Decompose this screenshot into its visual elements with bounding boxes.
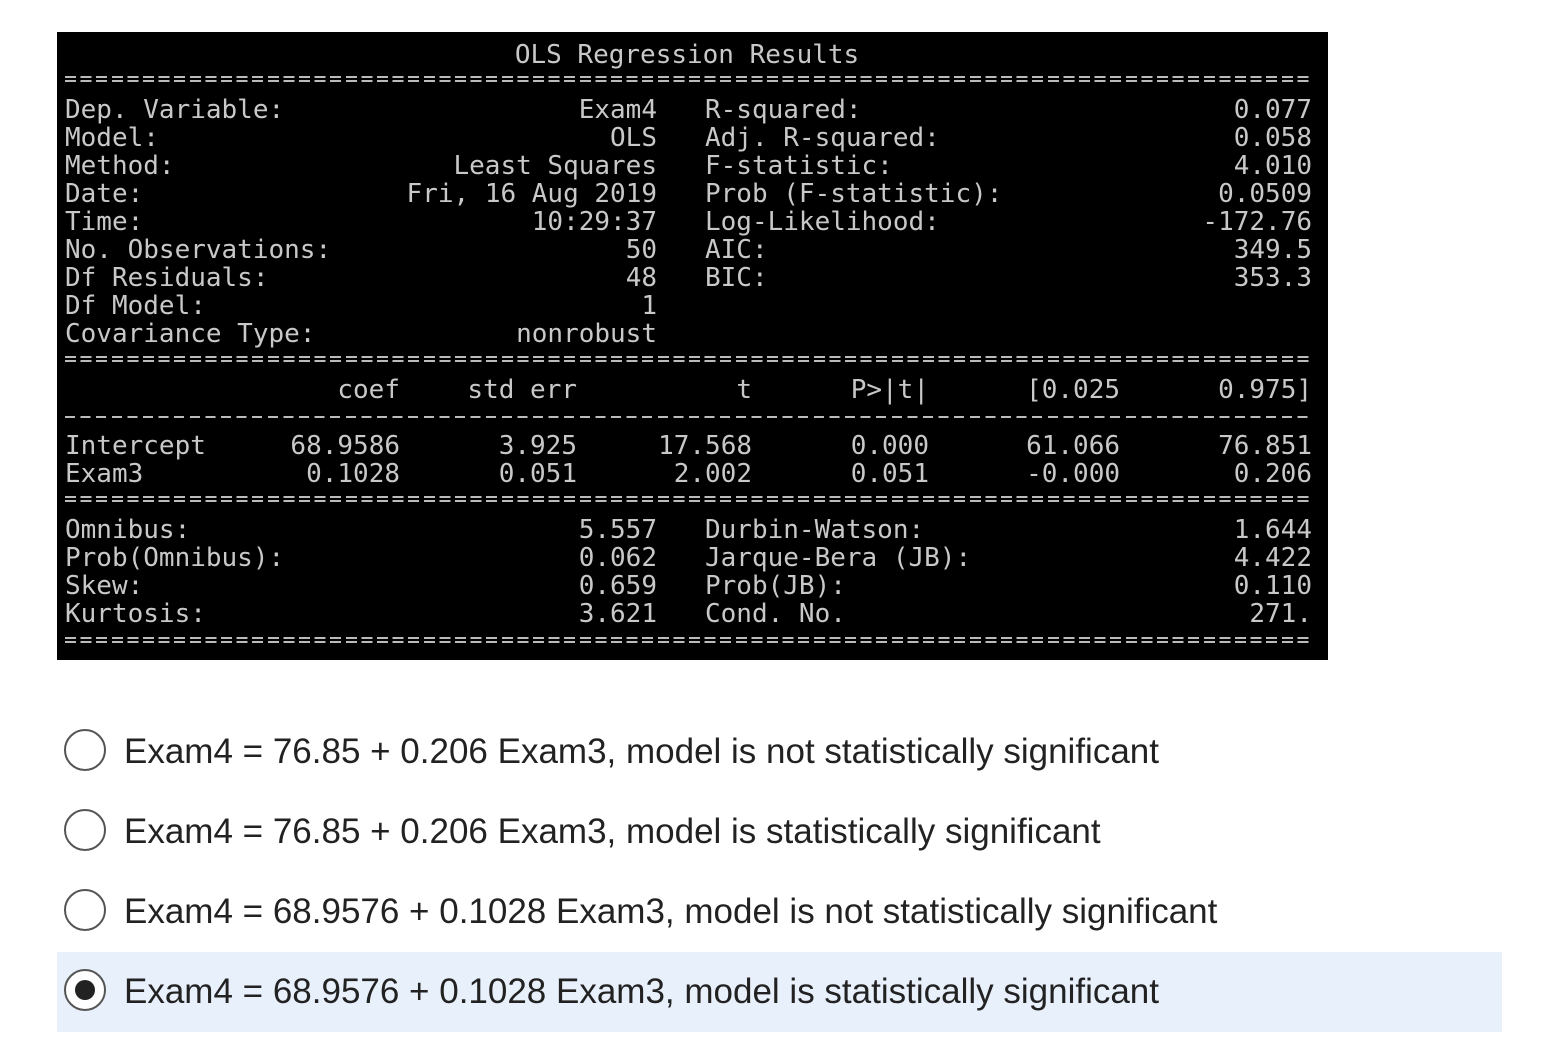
answer-option[interactable]: Exam4 = 76.85 + 0.206 Exam3, model is st… xyxy=(57,792,1502,872)
stat-value: Least Squares xyxy=(453,151,658,181)
column-header: P>|t| xyxy=(850,375,929,405)
radio-button[interactable] xyxy=(64,969,106,1011)
cell: 68.9586 xyxy=(290,431,400,461)
cell: 0.051 xyxy=(850,459,929,489)
stat-value: Exam4 xyxy=(578,95,657,125)
stat-label: BIC: xyxy=(705,263,768,293)
option-text[interactable]: Exam4 = 68.9576 + 0.1028 Exam3, model is… xyxy=(124,972,1159,1011)
stat-value: 1.644 xyxy=(1233,515,1312,545)
stat-value: 4.422 xyxy=(1233,543,1312,573)
stat-value: -172.76 xyxy=(1202,207,1312,237)
stat-label: R-squared: xyxy=(705,95,862,125)
option-text[interactable]: Exam4 = 68.9576 + 0.1028 Exam3, model is… xyxy=(124,892,1218,931)
stat-value: 271. xyxy=(1249,599,1312,629)
stat-value: 1 xyxy=(641,291,657,321)
stat-label: Prob(Omnibus): xyxy=(65,543,285,573)
stat-label: Df Residuals: xyxy=(65,263,269,293)
separator xyxy=(65,76,1312,82)
stat-label: Cond. No. xyxy=(705,599,846,629)
stat-label: Date: xyxy=(65,179,144,209)
stat-value: 3.621 xyxy=(578,599,657,629)
stat-label: Covariance Type: xyxy=(65,319,316,349)
stat-value: 4.010 xyxy=(1233,151,1312,181)
answer-option[interactable]: Exam4 = 68.9576 + 0.1028 Exam3, model is… xyxy=(57,952,1502,1032)
cell: -0.000 xyxy=(1026,459,1120,489)
option-text[interactable]: Exam4 = 76.85 + 0.206 Exam3, model is st… xyxy=(124,812,1101,851)
stat-label: Model: xyxy=(65,123,159,153)
row-label: Exam3 xyxy=(65,459,144,489)
stat-value: 349.5 xyxy=(1233,235,1312,265)
cell: 2.002 xyxy=(673,459,752,489)
radio-button[interactable] xyxy=(64,889,106,931)
stat-label: Method: xyxy=(65,151,175,181)
answer-option[interactable]: Exam4 = 68.9576 + 0.1028 Exam3, model is… xyxy=(57,872,1502,952)
stat-value: 48 xyxy=(625,263,657,293)
stat-label: Df Model: xyxy=(65,291,206,321)
stat-label: Prob(JB): xyxy=(705,571,846,601)
stat-value: Fri, 16 Aug 2019 xyxy=(406,179,657,209)
column-header: t xyxy=(736,375,752,405)
answer-option[interactable]: Exam4 = 76.85 + 0.206 Exam3, model is no… xyxy=(57,712,1502,792)
cell: 0.1028 xyxy=(306,459,400,489)
stat-value: nonrobust xyxy=(516,319,657,349)
cell: 0.051 xyxy=(498,459,577,489)
stat-value: 0.077 xyxy=(1233,95,1312,125)
separator xyxy=(65,637,1312,643)
option-text[interactable]: Exam4 = 76.85 + 0.206 Exam3, model is no… xyxy=(124,732,1159,771)
radio-button[interactable] xyxy=(64,809,106,851)
stat-label: F-statistic: xyxy=(705,151,893,181)
separator xyxy=(65,356,1312,362)
cell: 0.000 xyxy=(850,431,929,461)
stat-label: No. Observations: xyxy=(65,235,332,265)
stat-value: 0.659 xyxy=(578,571,657,601)
separator xyxy=(65,496,1312,502)
separator xyxy=(65,416,1312,418)
stat-label: Dep. Variable: xyxy=(65,95,285,125)
cell: 76.851 xyxy=(1218,431,1312,461)
cell: 17.568 xyxy=(658,431,752,461)
stat-label: Skew: xyxy=(65,571,144,601)
stat-value: 5.557 xyxy=(578,515,657,545)
stat-label: Jarque-Bera (JB): xyxy=(705,543,972,573)
stat-label: AIC: xyxy=(705,235,768,265)
title: OLS Regression Results xyxy=(514,40,860,70)
stat-label: Time: xyxy=(65,207,144,237)
stat-label: Prob (F-statistic): xyxy=(705,179,1003,209)
stat-value: 0.062 xyxy=(578,543,657,573)
stat-label: Kurtosis: xyxy=(65,599,206,629)
stat-label: Omnibus: xyxy=(65,515,191,545)
stat-value: 0.110 xyxy=(1233,571,1312,601)
stat-value: 10:29:37 xyxy=(531,207,657,237)
cell: 0.206 xyxy=(1233,459,1312,489)
cell: 61.066 xyxy=(1026,431,1120,461)
column-header: [0.025 xyxy=(1026,375,1120,405)
row-label: Intercept xyxy=(65,431,206,461)
stat-value: 0.0509 xyxy=(1218,179,1312,209)
stat-value: 353.3 xyxy=(1233,263,1312,293)
stat-label: Log-Likelihood: xyxy=(705,207,940,237)
stat-label: Durbin-Watson: xyxy=(705,515,925,545)
column-header: coef xyxy=(337,375,400,405)
cell: 3.925 xyxy=(498,431,577,461)
stat-value: OLS xyxy=(610,123,657,153)
stat-label: Adj. R-squared: xyxy=(705,123,940,153)
stat-value: 50 xyxy=(625,235,657,265)
column-header: std err xyxy=(467,375,577,405)
column-header: 0.975] xyxy=(1218,375,1312,405)
radio-button[interactable] xyxy=(64,729,106,771)
ols-output: OLS Regression Results Dep. Variable: Exam… xyxy=(57,32,1328,660)
stat-value: 0.058 xyxy=(1233,123,1312,153)
